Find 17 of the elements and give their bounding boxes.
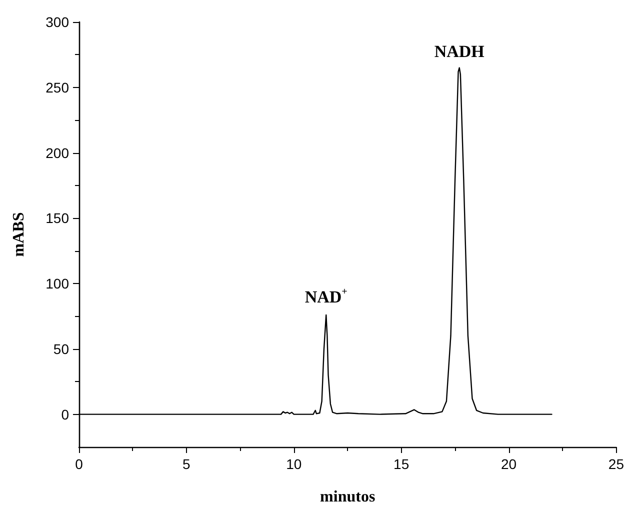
annotation: NAD+ [304,286,348,306]
x-tick-label: 5 [182,456,191,472]
annotation: NADH [434,42,484,61]
x-tick-label: 15 [394,456,410,472]
y-tick-label: 200 [46,144,70,161]
x-tick-label: 10 [286,456,302,472]
y-axis-title: mABS [10,212,28,257]
y-tick-label: 100 [46,276,70,292]
x-tick-label: 25 [608,456,624,472]
y-tick-label: 150 [46,210,70,226]
y-tick-label: 250 [46,79,70,96]
y-tick-label: 0 [61,406,70,422]
x-tick-label: 20 [500,456,517,472]
x-axis-title: minutos [320,488,376,506]
x-tick-label: 0 [75,456,84,472]
y-tick-label: 50 [53,340,70,357]
y-tick-label: 300 [46,14,70,30]
